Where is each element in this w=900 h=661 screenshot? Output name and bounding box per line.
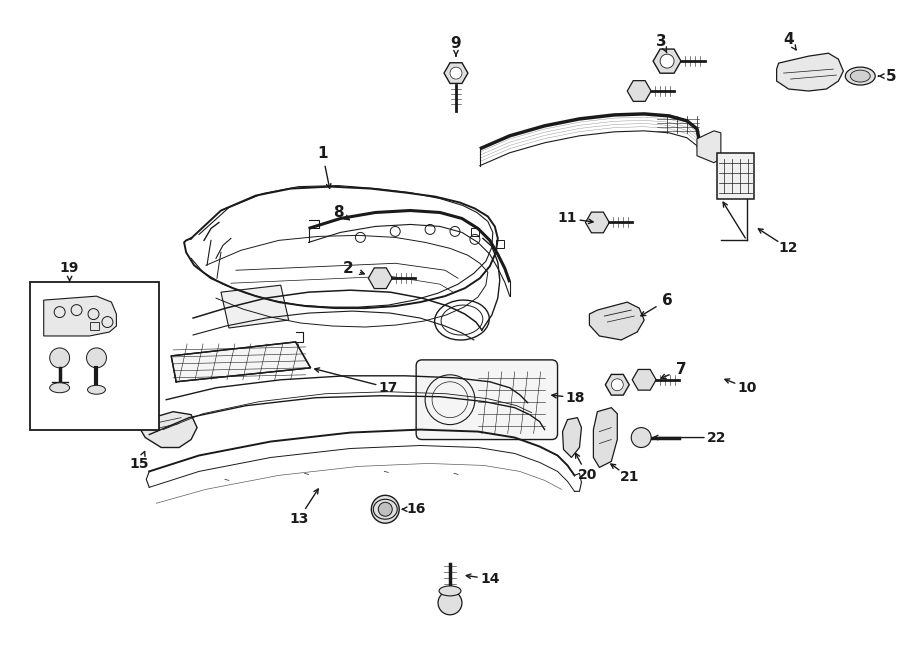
Ellipse shape bbox=[87, 385, 105, 394]
Text: 5: 5 bbox=[886, 69, 896, 83]
Ellipse shape bbox=[845, 67, 875, 85]
Polygon shape bbox=[590, 302, 644, 340]
Circle shape bbox=[611, 379, 624, 391]
Bar bbox=[496, 241, 504, 249]
Polygon shape bbox=[627, 81, 652, 101]
Circle shape bbox=[450, 67, 462, 79]
Text: 20: 20 bbox=[578, 469, 597, 483]
Text: 6: 6 bbox=[662, 293, 672, 307]
Polygon shape bbox=[585, 212, 609, 233]
Polygon shape bbox=[221, 285, 289, 328]
Polygon shape bbox=[632, 369, 656, 390]
Circle shape bbox=[631, 428, 652, 447]
Polygon shape bbox=[697, 131, 721, 163]
Circle shape bbox=[86, 348, 106, 368]
Polygon shape bbox=[777, 53, 843, 91]
Polygon shape bbox=[593, 408, 617, 467]
Text: 14: 14 bbox=[480, 572, 500, 586]
Text: 18: 18 bbox=[566, 391, 585, 405]
Bar bbox=[471, 229, 479, 237]
Circle shape bbox=[378, 502, 392, 516]
Text: 3: 3 bbox=[656, 34, 666, 49]
Polygon shape bbox=[171, 342, 310, 382]
Text: 12: 12 bbox=[778, 241, 798, 255]
Text: 8: 8 bbox=[333, 205, 344, 220]
Bar bbox=[30, 282, 159, 430]
Text: 13: 13 bbox=[289, 512, 309, 526]
Text: 21: 21 bbox=[619, 471, 639, 485]
Circle shape bbox=[438, 591, 462, 615]
FancyBboxPatch shape bbox=[416, 360, 557, 440]
Polygon shape bbox=[606, 374, 629, 395]
Ellipse shape bbox=[50, 383, 69, 393]
Text: 11: 11 bbox=[558, 212, 577, 225]
Text: 1: 1 bbox=[318, 146, 328, 161]
Polygon shape bbox=[562, 418, 581, 457]
Ellipse shape bbox=[850, 70, 870, 82]
Polygon shape bbox=[140, 412, 197, 447]
Text: 7: 7 bbox=[676, 362, 687, 377]
Text: 10: 10 bbox=[737, 381, 756, 395]
Polygon shape bbox=[368, 268, 392, 289]
Bar bbox=[89, 322, 100, 330]
Polygon shape bbox=[44, 296, 116, 336]
Text: 22: 22 bbox=[707, 430, 726, 445]
Text: 9: 9 bbox=[451, 36, 462, 51]
Text: 4: 4 bbox=[783, 32, 794, 47]
Text: 15: 15 bbox=[130, 457, 149, 471]
Text: 2: 2 bbox=[343, 260, 354, 276]
Circle shape bbox=[50, 348, 69, 368]
Ellipse shape bbox=[439, 586, 461, 596]
Circle shape bbox=[660, 54, 674, 68]
Text: 17: 17 bbox=[379, 381, 398, 395]
Polygon shape bbox=[444, 63, 468, 83]
Text: 19: 19 bbox=[60, 261, 79, 275]
Polygon shape bbox=[717, 153, 753, 198]
Text: 16: 16 bbox=[407, 502, 426, 516]
Circle shape bbox=[372, 495, 400, 524]
Polygon shape bbox=[653, 49, 681, 73]
